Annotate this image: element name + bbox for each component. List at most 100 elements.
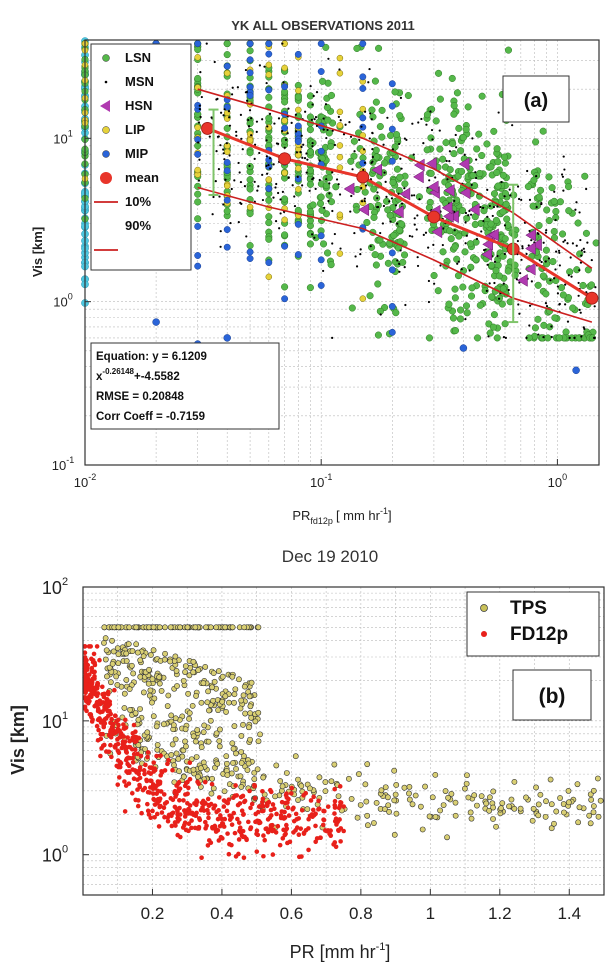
- point-hsn: [516, 273, 528, 287]
- point-lsn: [306, 126, 314, 134]
- point-mip: [359, 159, 367, 167]
- chart-a-frame: [84, 39, 600, 466]
- point-lsn: [467, 263, 475, 271]
- point-lsn: [579, 281, 587, 289]
- point-lsn: [316, 200, 325, 208]
- point-fd12p: [299, 807, 305, 813]
- chart-b-ylabel: Vis [km]: [8, 705, 28, 775]
- point-tps: [160, 721, 167, 728]
- point-tps: [373, 799, 380, 806]
- point-mip: [459, 344, 468, 352]
- point-msn: [397, 192, 400, 195]
- point-lsn: [556, 198, 564, 206]
- point-msn: [550, 325, 553, 328]
- point-lsn: [423, 146, 431, 154]
- point-fd12p: [182, 808, 187, 813]
- point-fd12p: [263, 826, 269, 832]
- point-fd12p: [241, 855, 247, 860]
- point-msn: [556, 292, 560, 295]
- point-msn: [518, 272, 522, 275]
- point-lsn: [332, 183, 340, 191]
- point-lip: [295, 151, 302, 159]
- point-tps: [121, 705, 128, 711]
- point-lip: [265, 176, 273, 183]
- point-msn: [331, 242, 334, 245]
- point-lsn: [451, 285, 459, 293]
- point-lsn: [446, 227, 454, 235]
- point-fd12p: [90, 717, 95, 723]
- point-mip: [265, 50, 273, 58]
- point-tps: [130, 670, 137, 677]
- point-fd12p: [219, 816, 224, 822]
- point-fd12p: [104, 749, 109, 754]
- point-msn: [530, 280, 533, 283]
- point-tps: [176, 768, 182, 775]
- point-msn: [569, 256, 572, 259]
- point-msn: [339, 247, 342, 250]
- point-tps: [140, 689, 147, 696]
- point-msn: [488, 282, 491, 285]
- point-tps: [232, 686, 239, 693]
- point-tps: [255, 709, 262, 716]
- point-msn: [325, 136, 328, 140]
- point-fd12p: [306, 816, 311, 822]
- point-tps: [149, 676, 156, 682]
- point-mip: [223, 226, 231, 234]
- point-mip: [265, 156, 273, 164]
- point-tps: [134, 649, 141, 656]
- point-lsn: [306, 148, 314, 156]
- point-lsn: [463, 214, 471, 222]
- point-tps: [127, 706, 133, 713]
- point-tps: [557, 795, 563, 801]
- point-tps: [517, 805, 524, 812]
- point-lip: [336, 142, 344, 149]
- point-tps: [551, 820, 557, 827]
- point-lsn: [493, 145, 501, 153]
- point-fd12p: [255, 809, 261, 815]
- point-fd12p: [206, 811, 211, 816]
- point-tps: [362, 781, 369, 788]
- point-fd12p: [270, 852, 276, 857]
- point-mip: [223, 62, 231, 70]
- point-msn: [497, 111, 500, 114]
- point-msn: [431, 138, 434, 141]
- point-fd12p: [296, 832, 302, 838]
- point-fd12p: [336, 828, 341, 833]
- fit-equation: Equation: y = 6.1209: [96, 351, 207, 363]
- point-msn: [471, 137, 474, 140]
- point-lip: [295, 106, 302, 114]
- point-tps: [251, 776, 258, 782]
- point-tps: [364, 761, 371, 768]
- point-msn: [349, 210, 352, 213]
- chart-b-legend: TPS FD12p: [466, 591, 600, 657]
- point-tps: [595, 813, 602, 820]
- point-tps: [154, 741, 161, 748]
- point-tps: [153, 723, 160, 730]
- point-msn: [488, 204, 491, 208]
- point-mip: [388, 266, 396, 274]
- point-lsn: [450, 110, 458, 118]
- point-fd12p: [136, 735, 142, 741]
- point-fd12p: [122, 779, 127, 784]
- point-hsn: [459, 186, 471, 200]
- point-tps: [542, 813, 549, 820]
- point-msn: [577, 281, 580, 285]
- point-tps: [547, 776, 554, 783]
- point-fd12p: [97, 698, 103, 703]
- point-tps: [241, 624, 248, 631]
- point-lsn: [223, 124, 231, 132]
- point-tps: [588, 796, 595, 803]
- point-fd12p: [332, 818, 338, 824]
- point-fd12p: [82, 661, 88, 667]
- point-fd12p: [144, 778, 150, 784]
- point-fd12p: [125, 735, 131, 740]
- point-msn: [583, 250, 586, 254]
- point-fd12p: [87, 712, 93, 717]
- point-tps: [238, 760, 245, 766]
- point-tps: [186, 710, 193, 717]
- point-msn: [275, 182, 278, 186]
- point-fd12p: [226, 851, 232, 857]
- y-tick-label: 101: [53, 128, 72, 146]
- point-fd12p: [240, 793, 246, 799]
- point-lsn: [246, 119, 254, 127]
